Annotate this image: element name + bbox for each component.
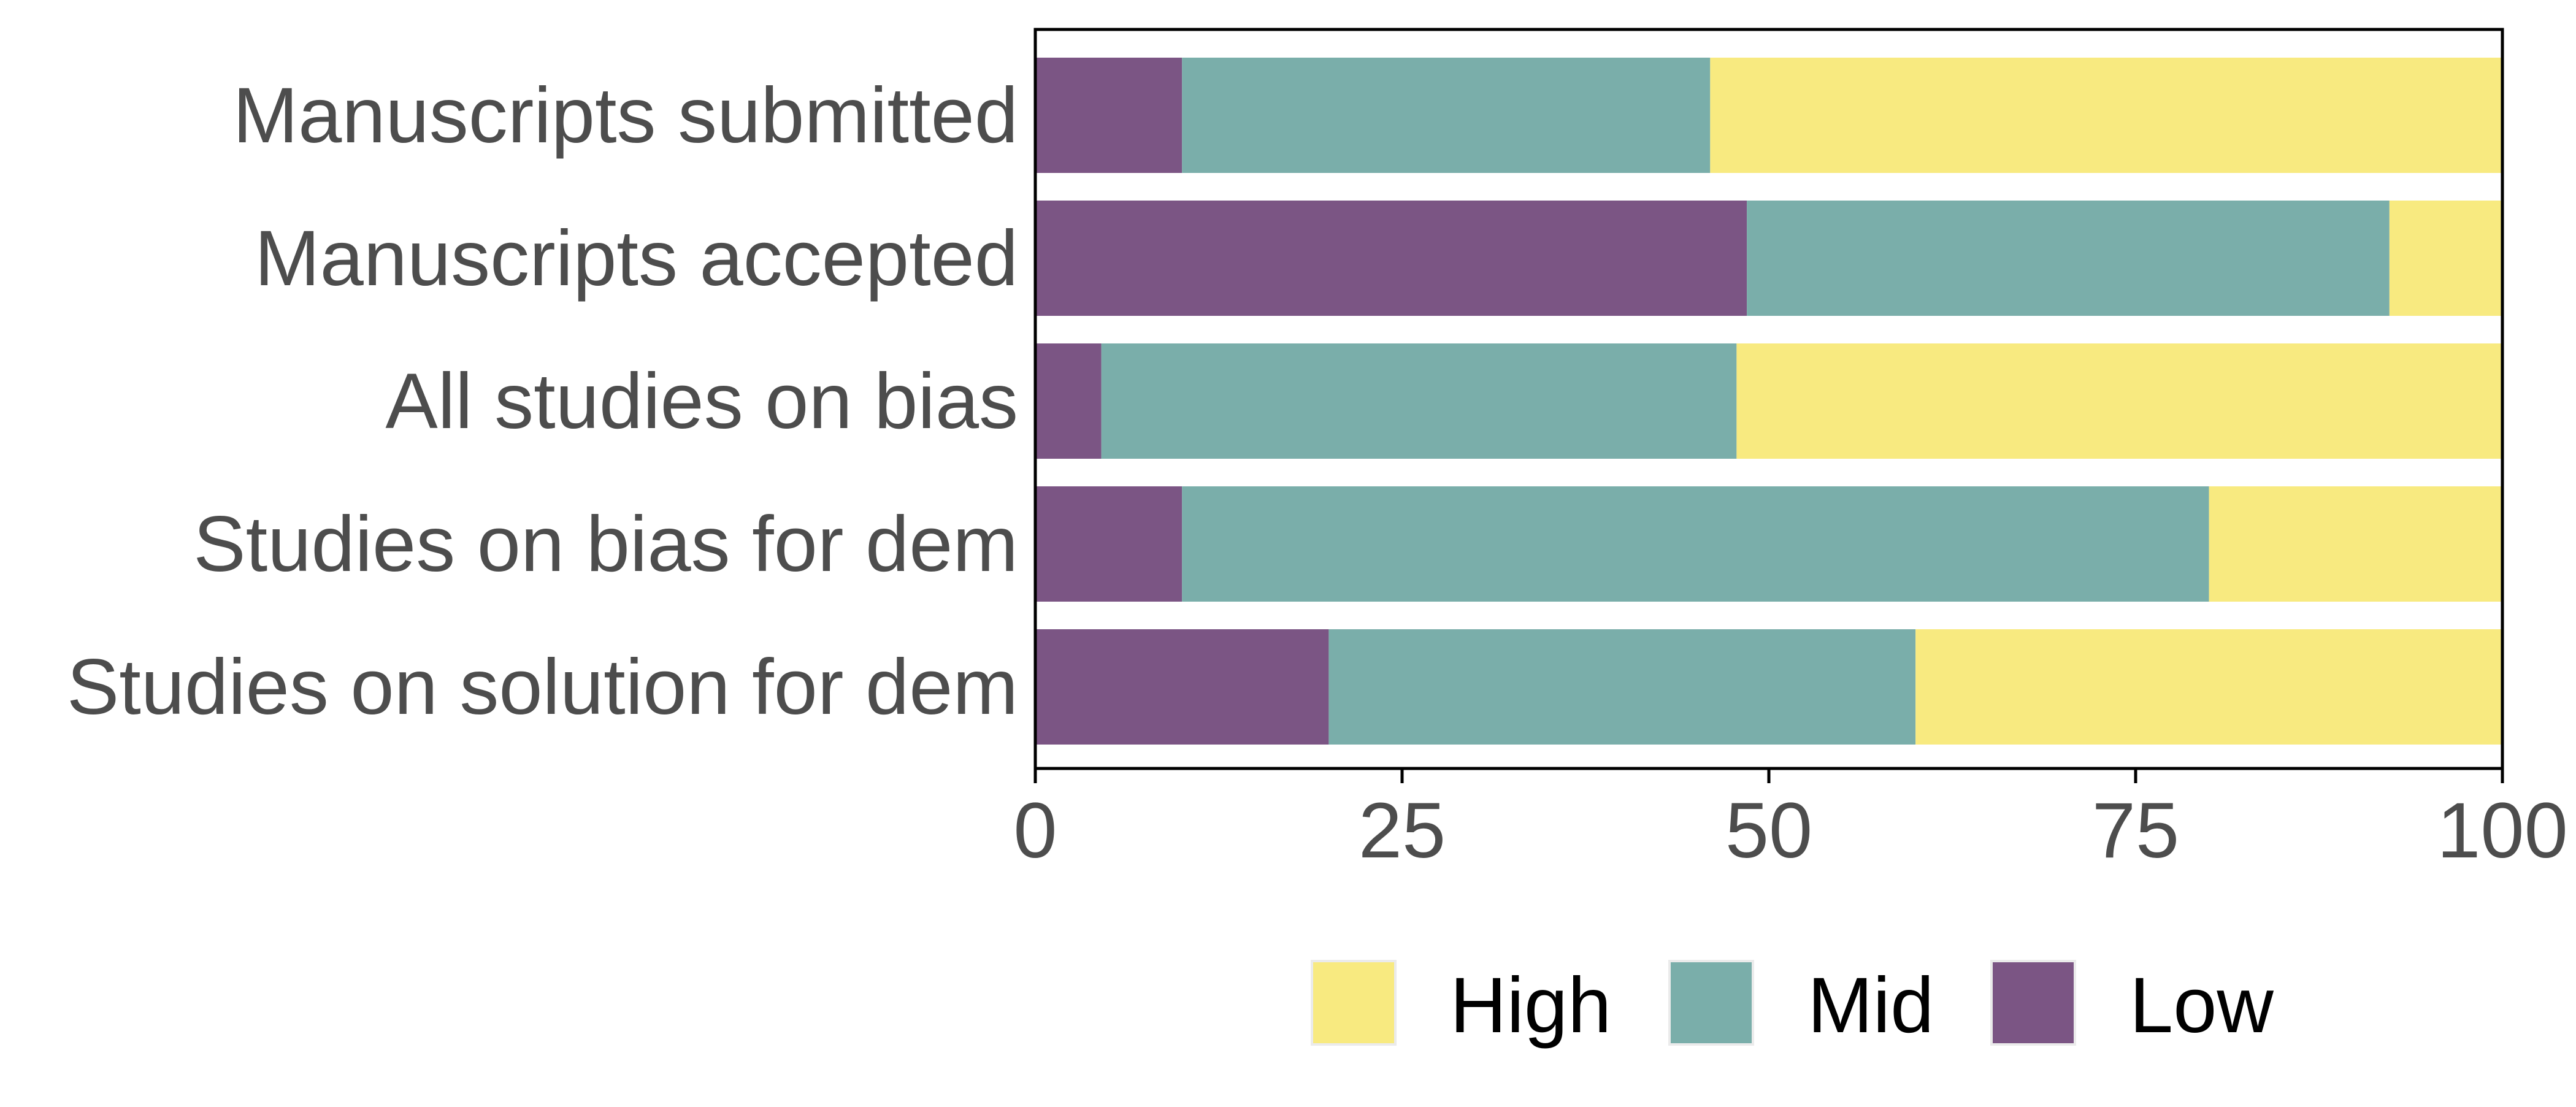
category-label: Studies on bias for dem — [193, 500, 1018, 588]
bars-layer — [1035, 58, 2502, 745]
legend-key-low — [1990, 960, 2076, 1046]
bar-studies-on-bias-for-dem-low — [1035, 486, 1183, 602]
x-tick-label: 100 — [2437, 787, 2568, 875]
bar-studies-on-solution-for-dem-low — [1035, 629, 1329, 745]
category-label: Manuscripts submitted — [233, 72, 1019, 159]
legend-label-mid: Mid — [1807, 962, 1934, 1049]
category-labels: Manuscripts submitted Manuscripts accepte… — [67, 72, 1018, 731]
x-tick-label: 25 — [1359, 787, 1446, 875]
bar-studies-on-bias-for-dem-high — [2209, 486, 2502, 602]
bar-manuscripts-accepted-low — [1035, 201, 1747, 316]
x-tick-label: 75 — [2092, 787, 2179, 875]
bar-manuscripts-submitted-mid — [1182, 58, 1711, 173]
legend: High Mid Low — [1311, 960, 2274, 1049]
bar-studies-on-solution-for-dem-high — [1915, 629, 2502, 745]
legend-label-high: High — [1450, 962, 1611, 1049]
bar-all-studies-on-bias-mid — [1101, 343, 1737, 459]
bar-manuscripts-submitted-low — [1035, 58, 1183, 173]
legend-key-mid — [1668, 960, 1754, 1046]
bar-studies-on-solution-for-dem-mid — [1328, 629, 1916, 745]
bar-manuscripts-submitted-high — [1710, 58, 2502, 173]
x-tick-label: 50 — [1725, 787, 1812, 875]
category-label: All studies on bias — [385, 358, 1018, 445]
bar-manuscripts-accepted-mid — [1747, 201, 2390, 316]
bar-all-studies-on-bias-low — [1035, 343, 1102, 459]
category-label: Studies on solution for dem — [67, 643, 1018, 731]
bar-studies-on-bias-for-dem-mid — [1182, 486, 2209, 602]
x-tick-label: 0 — [1013, 787, 1057, 875]
bar-manuscripts-accepted-high — [2389, 201, 2502, 316]
category-label: Manuscripts accepted — [255, 215, 1018, 302]
legend-key-high — [1311, 960, 1397, 1046]
bar-all-studies-on-bias-high — [1736, 343, 2502, 459]
legend-label-low: Low — [2129, 962, 2274, 1049]
x-axis: 0 25 50 75 100 — [1013, 768, 2568, 875]
